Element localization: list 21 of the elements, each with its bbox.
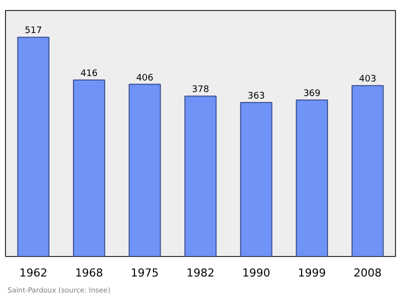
bar	[184, 96, 217, 256]
x-tick-label: 1990	[242, 266, 270, 280]
x-tick-label: 1968	[75, 266, 104, 280]
x-tick-label: 1982	[186, 266, 215, 280]
data-label: 363	[248, 92, 265, 102]
bar	[72, 80, 106, 256]
x-tick-label: 1999	[298, 266, 326, 280]
x-tick-label: 1975	[130, 266, 159, 280]
bar	[296, 99, 328, 256]
x-tick-label: 1962	[19, 266, 48, 280]
bar	[128, 84, 161, 256]
data-label: 369	[303, 88, 321, 99]
x-tick-label: 2008	[354, 266, 382, 280]
data-label: 403	[359, 74, 376, 85]
bar	[352, 85, 384, 256]
data-label: 416	[80, 69, 98, 80]
data-label: 378	[192, 85, 210, 96]
bar	[240, 102, 272, 256]
data-label: 517	[24, 26, 42, 36]
bar	[17, 36, 50, 256]
data-label: 406	[136, 73, 154, 84]
